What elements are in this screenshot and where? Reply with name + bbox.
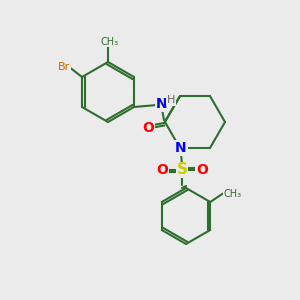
Text: CH₃: CH₃ [224, 189, 242, 199]
Text: O: O [156, 163, 168, 177]
Text: O: O [196, 163, 208, 177]
Text: N: N [175, 141, 187, 155]
Text: S: S [176, 163, 188, 178]
Text: Br: Br [58, 62, 70, 72]
Text: H: H [167, 95, 175, 105]
Text: N: N [156, 97, 168, 111]
Text: O: O [142, 121, 154, 135]
Text: CH₃: CH₃ [101, 37, 119, 47]
